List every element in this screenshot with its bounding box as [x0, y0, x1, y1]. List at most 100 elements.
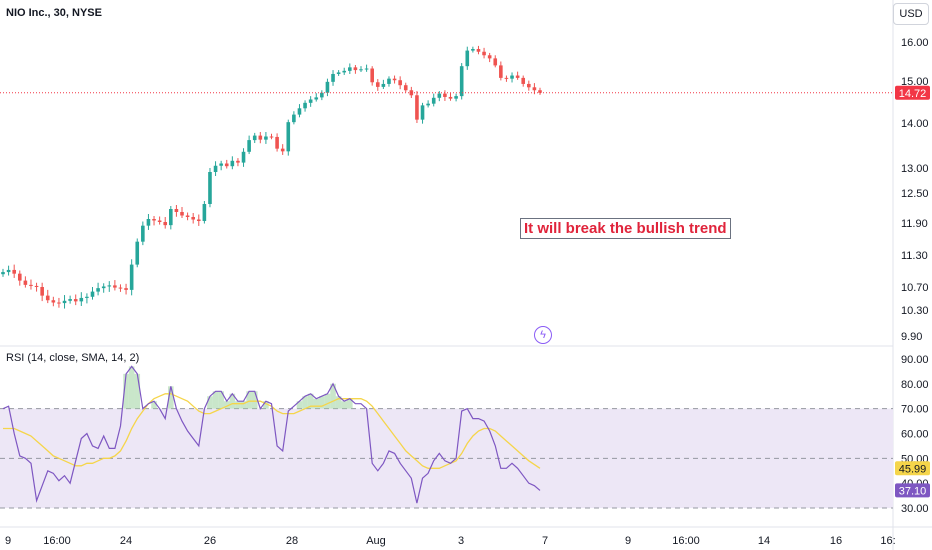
- overbought-fill: [212, 391, 219, 409]
- candle-body: [532, 87, 537, 91]
- candle-body: [230, 160, 235, 167]
- candle-body: [96, 288, 100, 292]
- rsi-band: [0, 408, 893, 509]
- time-tick-label: 9: [625, 535, 631, 547]
- candle-body: [40, 287, 44, 296]
- candle-body: [224, 163, 229, 167]
- candle-body: [191, 217, 195, 220]
- overbought-fill: [123, 373, 129, 409]
- rsi-ma-value-label: 45.99: [899, 463, 927, 475]
- rsi-tick-label: 90.00: [901, 354, 929, 366]
- symbol-title[interactable]: NIO Inc., 30, NYSE: [6, 7, 102, 19]
- candle-body: [504, 77, 509, 79]
- candle-body: [387, 78, 391, 84]
- time-tick-label: 9: [5, 535, 11, 547]
- rsi-tick-label: 80.00: [901, 379, 929, 391]
- candle-body: [51, 300, 56, 303]
- candle-body: [157, 220, 162, 222]
- candle-body: [527, 83, 531, 88]
- candle-body: [202, 204, 207, 221]
- candle-body: [152, 219, 156, 221]
- candle-body: [336, 72, 341, 74]
- rsi-tick-label: 30.00: [901, 503, 929, 515]
- candle-body: [381, 83, 386, 87]
- overbought-fill: [128, 366, 135, 409]
- candle-body: [23, 280, 28, 285]
- overbought-fill: [246, 391, 252, 409]
- candle-body: [45, 295, 50, 301]
- time-tick-label: 16:00: [672, 535, 700, 547]
- overbought-fill: [313, 398, 320, 409]
- candle-body: [292, 114, 296, 123]
- candle-body: [420, 105, 425, 120]
- candle-body: [375, 82, 380, 87]
- rsi-lines: [2, 365, 541, 504]
- price-tick-label: 14.00: [901, 118, 929, 130]
- candle-body: [113, 285, 117, 288]
- candle-body: [169, 209, 173, 226]
- rsi-indicator-title[interactable]: RSI (14, close, SMA, 14, 2): [6, 352, 140, 364]
- price-tick-label: 16.00: [901, 37, 929, 49]
- candle-body: [482, 51, 486, 56]
- currency-button[interactable]: USD: [893, 3, 929, 25]
- candle-body: [57, 302, 61, 304]
- candle-body: [219, 163, 223, 166]
- candle-body: [431, 97, 436, 104]
- overbought-fill: [302, 396, 308, 409]
- candle-body: [471, 49, 475, 51]
- candle-body: [180, 212, 184, 216]
- candle-body: [297, 108, 302, 115]
- candle-body: [196, 219, 201, 221]
- candle-body: [487, 55, 492, 59]
- candle-body: [331, 73, 335, 82]
- price-tick-label: 10.30: [901, 305, 929, 317]
- candle-body: [129, 264, 134, 290]
- candle-body: [73, 299, 78, 302]
- price-tick-label: 11.90: [901, 218, 928, 230]
- price-tick-label: 12.50: [901, 188, 929, 200]
- overbought-fill: [330, 383, 336, 409]
- candle-body: [510, 75, 514, 79]
- overbought-fill: [218, 391, 224, 409]
- rsi-value-badge: [895, 483, 930, 498]
- time-tick-label: 28: [286, 535, 298, 547]
- candle-body: [342, 70, 347, 73]
- candle-body: [364, 68, 369, 70]
- overbought-fill: [319, 396, 325, 409]
- candle-body: [258, 135, 263, 140]
- candle-body: [90, 291, 95, 297]
- price-tick-label: 9.90: [901, 331, 922, 343]
- overbought-fill: [341, 401, 348, 409]
- candle-body: [124, 288, 128, 290]
- overbought-fill: [223, 401, 230, 409]
- candle-body: [403, 85, 408, 91]
- overbought-fill: [296, 401, 303, 409]
- candle-body: [359, 69, 363, 71]
- candle-body: [62, 300, 67, 304]
- candle-body: [269, 136, 274, 138]
- text-annotation[interactable]: It will break the bullish trend: [520, 218, 731, 239]
- candle-body: [308, 99, 313, 103]
- candle-body: [465, 50, 470, 67]
- lightning-icon[interactable]: ϟ: [534, 326, 552, 344]
- candle-body: [236, 160, 240, 163]
- candle-body: [437, 93, 442, 98]
- time-tick-label: 26: [204, 535, 216, 547]
- candle-body: [174, 209, 179, 212]
- candle-body: [398, 80, 402, 86]
- candle-body: [353, 67, 358, 71]
- candle-body: [280, 148, 285, 152]
- candle-body: [79, 297, 84, 302]
- candle-body: [426, 103, 430, 106]
- candle-body: [515, 75, 520, 78]
- overbought-fill: [307, 393, 314, 409]
- time-tick-label: 7: [542, 535, 548, 547]
- price-tick-label: 10.70: [901, 282, 929, 294]
- candle-body: [6, 269, 11, 273]
- overbought-fill: [324, 393, 331, 409]
- candle-body: [241, 151, 246, 163]
- candles: [0, 45, 893, 309]
- candle-body: [286, 122, 291, 152]
- candle-body: [303, 102, 307, 109]
